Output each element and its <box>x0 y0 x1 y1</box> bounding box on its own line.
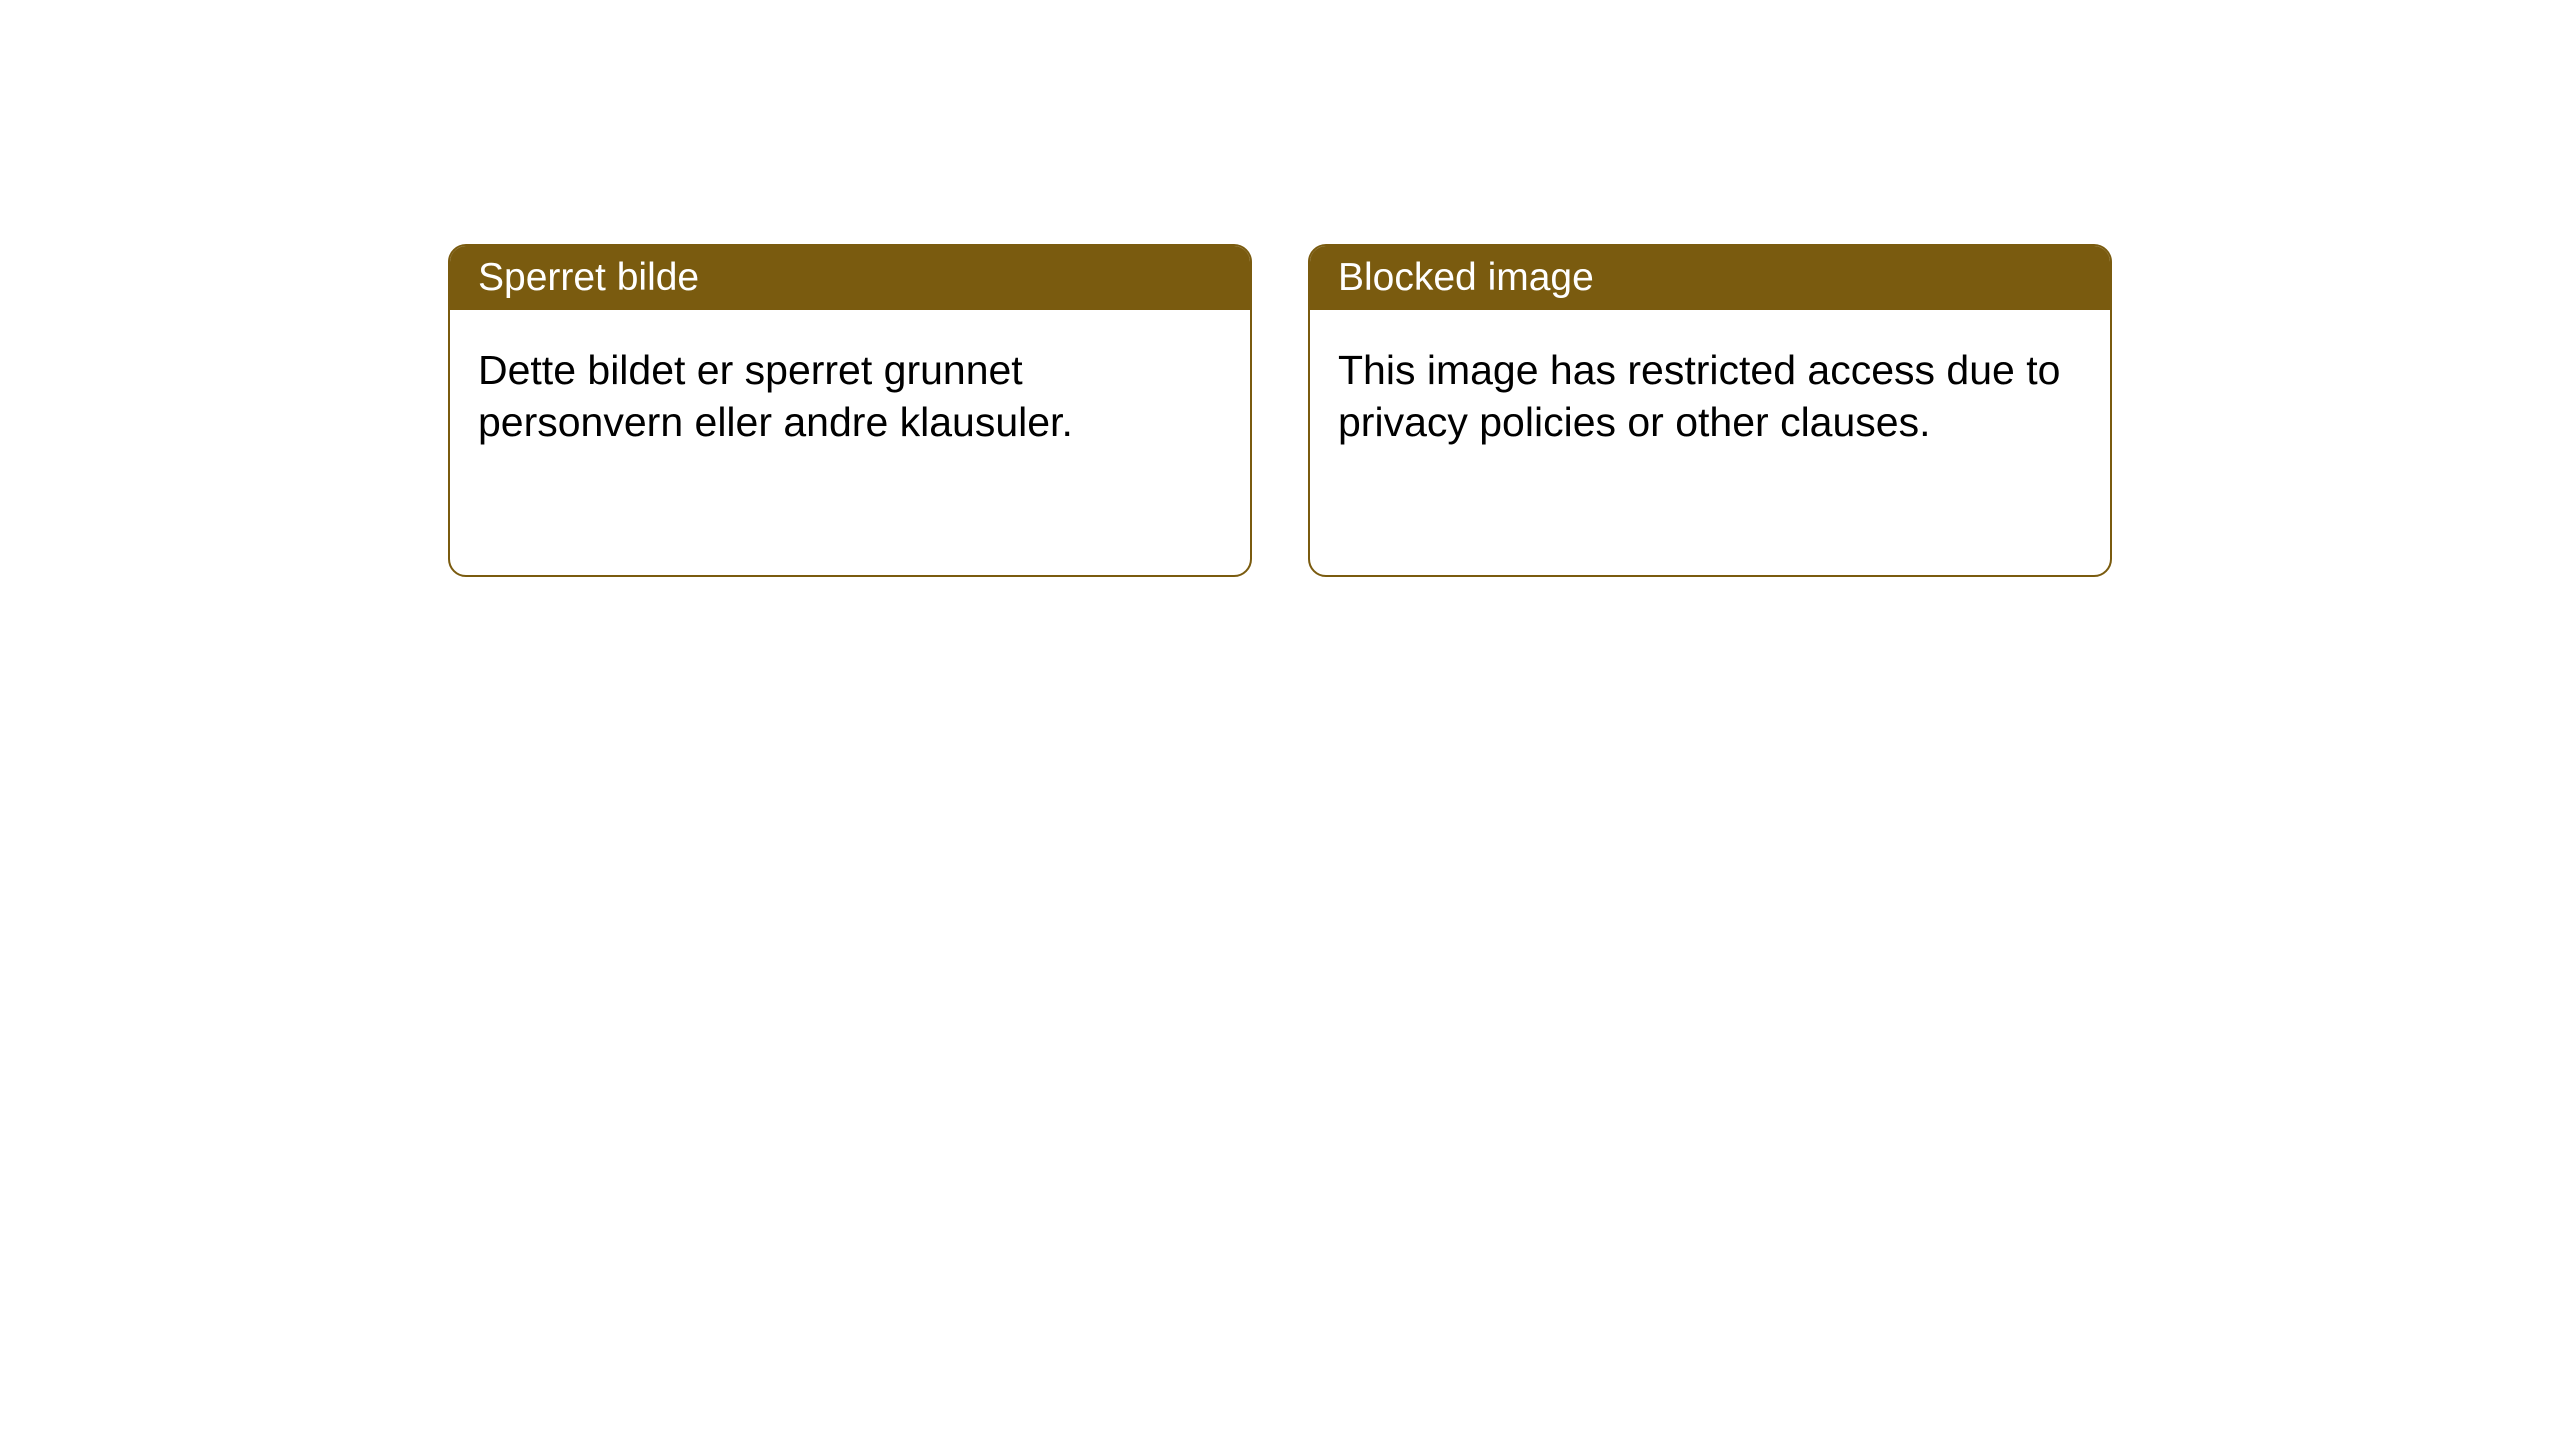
notice-cards-container: Sperret bilde Dette bildet er sperret gr… <box>0 0 2560 577</box>
notice-card-english: Blocked image This image has restricted … <box>1308 244 2112 577</box>
notice-card-norwegian: Sperret bilde Dette bildet er sperret gr… <box>448 244 1252 577</box>
card-body: Dette bildet er sperret grunnet personve… <box>450 310 1250 483</box>
card-header: Sperret bilde <box>450 246 1250 310</box>
card-header: Blocked image <box>1310 246 2110 310</box>
card-body: This image has restricted access due to … <box>1310 310 2110 483</box>
